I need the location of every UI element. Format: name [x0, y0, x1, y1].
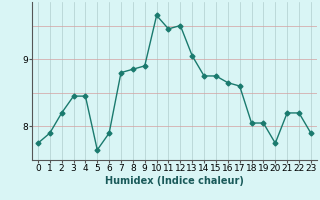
- X-axis label: Humidex (Indice chaleur): Humidex (Indice chaleur): [105, 176, 244, 186]
